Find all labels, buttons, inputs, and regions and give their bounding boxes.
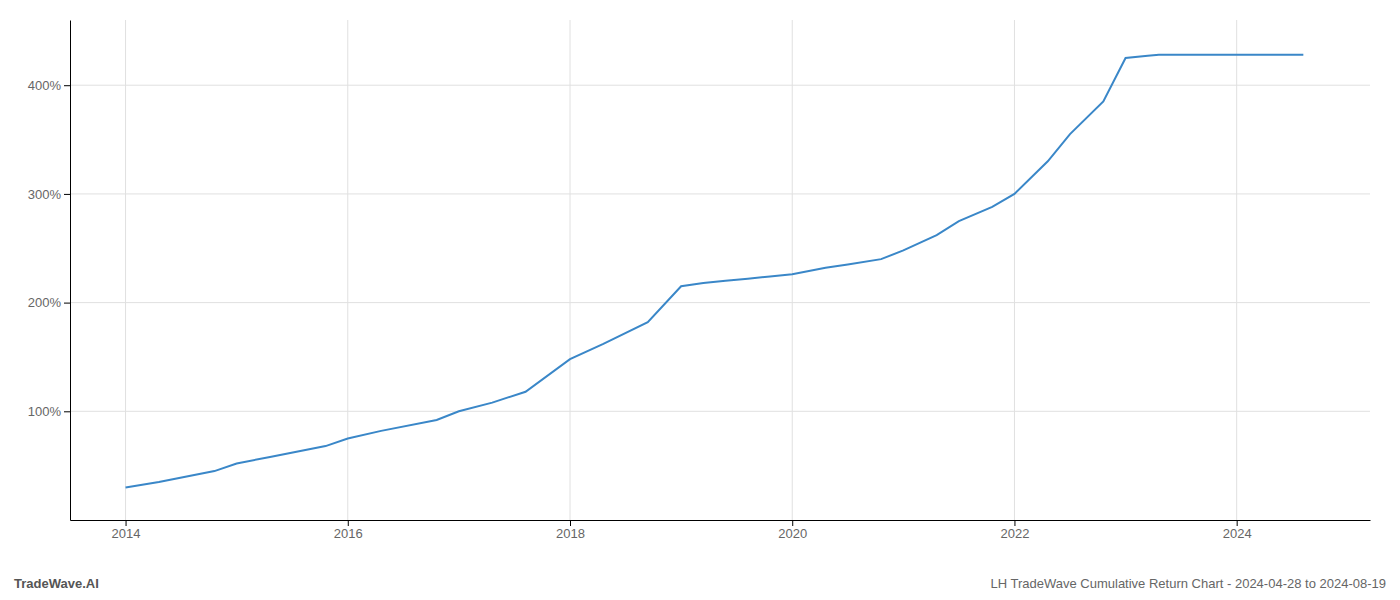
line — [126, 55, 1304, 488]
x-tick-label: 2018 — [556, 526, 585, 541]
watermark: TradeWave.AI — [14, 576, 99, 591]
chart: 2014 2016 2018 2020 2022 2024 100% 200% 300% 400%… — [0, 0, 1400, 600]
x-tick: 2016 — [334, 520, 363, 541]
x-tick-mark — [348, 520, 349, 526]
x-tick: 2024 — [1223, 520, 1252, 541]
y-axis: 100% 200% 300% 400% — [28, 21, 71, 521]
x-tick-mark — [570, 520, 571, 526]
y-tick: 400% — [28, 78, 70, 93]
x-grid-line — [1014, 20, 1015, 520]
x-tick: 2018 — [556, 520, 585, 541]
x-tick-label: 2014 — [112, 526, 141, 541]
plot-area: 2014 2016 2018 2020 2022 2024 100% 200% 300% 400% — [28, 20, 1371, 541]
x-grid-line — [570, 20, 571, 520]
x-tick: 2020 — [778, 520, 807, 541]
y-tick-label: 100% — [28, 404, 62, 419]
x-axis: 2014 2016 2018 2020 2022 2024 — [71, 520, 1371, 541]
y-grid-line — [70, 411, 1370, 412]
x-grid-line — [125, 20, 126, 520]
x-tick-label: 2016 — [334, 526, 363, 541]
y-tick-label: 300% — [28, 187, 62, 202]
y-tick-label: 200% — [28, 295, 62, 310]
y-tick-label: 400% — [28, 78, 62, 93]
y-axis-line — [70, 21, 71, 521]
y-tick-mark — [64, 411, 70, 412]
x-tick-label: 2022 — [1000, 526, 1029, 541]
x-grid-line — [347, 20, 348, 520]
x-tick-mark — [792, 520, 793, 526]
y-tick: 200% — [28, 295, 70, 310]
y-tick-mark — [64, 303, 70, 304]
x-tick-label: 2020 — [778, 526, 807, 541]
y-tick-mark — [64, 85, 70, 86]
x-grid-line — [792, 20, 793, 520]
x-tick-mark — [1237, 520, 1238, 526]
x-tick-mark — [126, 520, 127, 526]
y-grid-line — [70, 193, 1370, 194]
x-grid-line — [1236, 20, 1237, 520]
series-group — [126, 55, 1304, 488]
grid — [70, 20, 1370, 520]
y-grid-line — [70, 85, 1370, 86]
x-tick: 2014 — [112, 520, 141, 541]
x-tick-mark — [1014, 520, 1015, 526]
x-tick-label: 2024 — [1223, 526, 1252, 541]
x-tick: 2022 — [1000, 520, 1029, 541]
title: LH TradeWave Cumulative Return Chart - 2… — [990, 576, 1386, 591]
y-tick: 300% — [28, 187, 70, 202]
y-tick-mark — [64, 194, 70, 195]
y-grid-line — [70, 302, 1370, 303]
y-tick: 100% — [28, 404, 70, 419]
x-axis-line — [71, 520, 1371, 521]
